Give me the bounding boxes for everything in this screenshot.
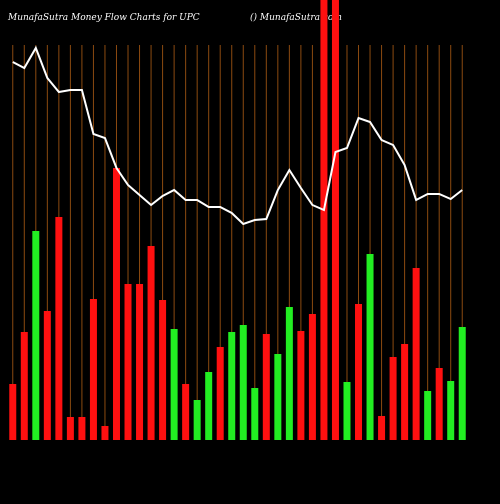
bar	[32, 231, 40, 440]
bar	[343, 382, 351, 440]
bar	[366, 254, 374, 440]
bar	[136, 284, 144, 440]
bar	[89, 299, 97, 440]
bar	[147, 246, 155, 440]
bar	[228, 332, 236, 440]
bar	[43, 311, 51, 440]
bar	[378, 416, 386, 440]
bar	[458, 327, 466, 440]
bar	[55, 217, 63, 440]
bar	[435, 368, 443, 440]
bar	[308, 314, 316, 440]
bar	[320, 0, 328, 440]
bar	[170, 329, 178, 440]
bar	[424, 391, 432, 440]
bar	[216, 347, 224, 440]
bar	[112, 168, 120, 440]
bar	[239, 325, 247, 440]
bar	[251, 388, 259, 440]
bar	[182, 384, 190, 440]
bar	[401, 344, 409, 440]
bar	[66, 417, 74, 440]
bar	[297, 331, 305, 440]
price-line	[12, 45, 463, 226]
bar	[412, 268, 420, 440]
bar	[331, 0, 339, 440]
bar	[447, 381, 455, 440]
bar	[389, 357, 397, 440]
bar	[355, 304, 363, 440]
bar	[262, 334, 270, 440]
bar	[124, 284, 132, 440]
bar	[20, 332, 28, 440]
bar	[78, 417, 86, 440]
bar	[285, 307, 293, 440]
bar	[9, 384, 17, 440]
bar	[159, 300, 167, 440]
bar	[101, 426, 109, 440]
bar	[205, 372, 213, 440]
chart-subtitle: () MunafaSutra.com	[250, 12, 342, 23]
bar	[274, 354, 282, 440]
bar	[193, 400, 201, 440]
chart-title: MunafaSutra Money Flow Charts for UPC	[7, 13, 200, 23]
